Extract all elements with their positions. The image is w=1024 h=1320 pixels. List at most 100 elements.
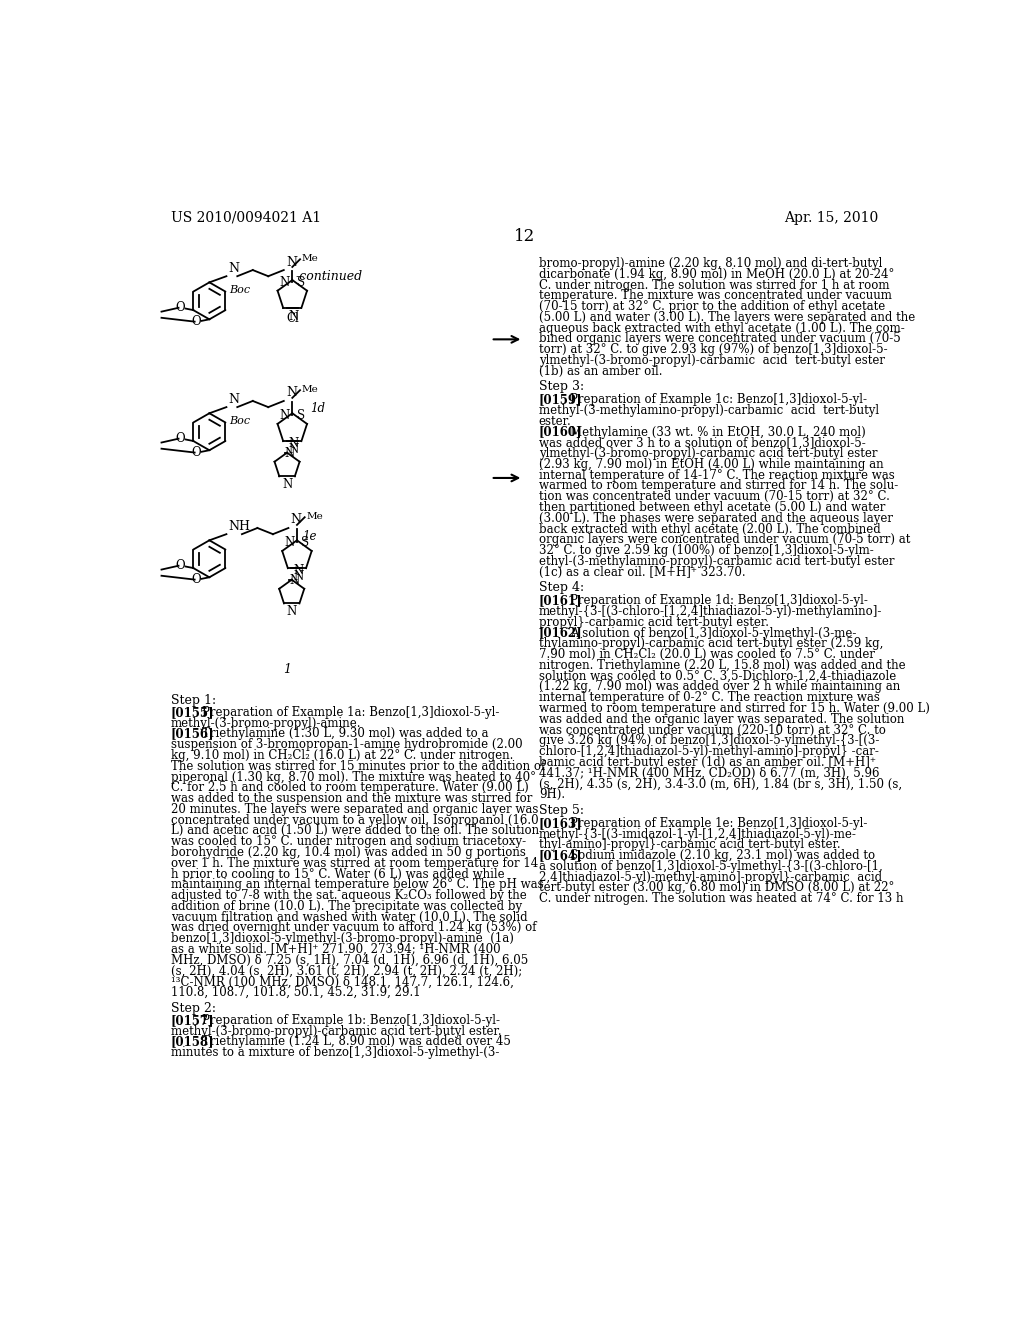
Text: ester.: ester. bbox=[539, 414, 571, 428]
Text: [0162]: [0162] bbox=[539, 627, 583, 640]
Text: [0158]: [0158] bbox=[171, 1035, 214, 1048]
Text: N: N bbox=[285, 447, 295, 461]
Text: propyl}-carbamic acid tert-butyl ester.: propyl}-carbamic acid tert-butyl ester. bbox=[539, 615, 769, 628]
Text: (3.00 L). The phases were separated and the aqueous layer: (3.00 L). The phases were separated and … bbox=[539, 512, 893, 525]
Text: 1: 1 bbox=[283, 663, 291, 676]
Text: N: N bbox=[290, 574, 300, 587]
Text: N: N bbox=[286, 387, 297, 400]
Text: warmed to room temperature and stirred for 15 h. Water (9.00 L): warmed to room temperature and stirred f… bbox=[539, 702, 930, 715]
Text: MHz, DMSO) δ 7.25 (s, 1H), 7.04 (d, 1H), 6.96 (d, 1H), 6.05: MHz, DMSO) δ 7.25 (s, 1H), 7.04 (d, 1H),… bbox=[171, 954, 528, 966]
Text: chloro-[1,2,4]thiadiazol-5-yl)-methyl-amino]-propyl} -car-: chloro-[1,2,4]thiadiazol-5-yl)-methyl-am… bbox=[539, 744, 879, 758]
Text: as a white solid. [M+H]⁺ 271.90, 273.94; ¹H-NMR (400: as a white solid. [M+H]⁺ 271.90, 273.94;… bbox=[171, 942, 501, 956]
Text: warmed to room temperature and stirred for 14 h. The solu-: warmed to room temperature and stirred f… bbox=[539, 479, 898, 492]
Text: Step 5:: Step 5: bbox=[539, 804, 584, 817]
Text: thylamino-propyl)-carbamic acid tert-butyl ester (2.59 kg,: thylamino-propyl)-carbamic acid tert-but… bbox=[539, 638, 883, 651]
Text: [0157]: [0157] bbox=[171, 1014, 214, 1027]
Text: was dried overnight under vacuum to afford 1.24 kg (53%) of: was dried overnight under vacuum to affo… bbox=[171, 921, 537, 935]
Text: (s, 2H), 4.04 (s, 2H), 3.61 (t, 2H), 2.94 (t, 2H), 2.24 (t, 2H);: (s, 2H), 4.04 (s, 2H), 3.61 (t, 2H), 2.9… bbox=[171, 965, 522, 978]
Text: N: N bbox=[285, 536, 295, 549]
Text: N: N bbox=[291, 513, 302, 527]
Text: N: N bbox=[228, 392, 240, 405]
Text: Step 3:: Step 3: bbox=[539, 380, 584, 393]
Text: minutes to a mixture of benzo[1,3]dioxol-5-ylmethyl-(3-: minutes to a mixture of benzo[1,3]dioxol… bbox=[171, 1047, 499, 1059]
Text: NH: NH bbox=[228, 520, 250, 533]
Text: 2,4]thiadiazol-5-yl)-methyl-amino]-propyl}-carbamic  acid: 2,4]thiadiazol-5-yl)-methyl-amino]-propy… bbox=[539, 871, 882, 883]
Text: 12: 12 bbox=[514, 227, 536, 244]
Text: over 1 h. The mixture was stirred at room temperature for 14: over 1 h. The mixture was stirred at roo… bbox=[171, 857, 538, 870]
Text: was added and the organic layer was separated. The solution: was added and the organic layer was sepa… bbox=[539, 713, 904, 726]
Text: (1c) as a clear oil. [M+H]⁺ 323.70.: (1c) as a clear oil. [M+H]⁺ 323.70. bbox=[539, 566, 745, 578]
Text: Step 4:: Step 4: bbox=[539, 581, 584, 594]
Text: Preparation of Example 1e: Benzo[1,3]dioxol-5-yl-: Preparation of Example 1e: Benzo[1,3]dio… bbox=[569, 817, 867, 830]
Text: N: N bbox=[289, 437, 299, 450]
Text: N: N bbox=[228, 261, 240, 275]
Text: give 3.26 kg (94%) of benzo[1,3]dioxol-5-ylmethyl-{3-[(3-: give 3.26 kg (94%) of benzo[1,3]dioxol-5… bbox=[539, 734, 880, 747]
Text: borohydride (2.20 kg, 10.4 mol) was added in 50 g portions: borohydride (2.20 kg, 10.4 mol) was adde… bbox=[171, 846, 525, 859]
Text: Methylamine (33 wt. % in EtOH, 30.0 L, 240 mol): Methylamine (33 wt. % in EtOH, 30.0 L, 2… bbox=[569, 425, 865, 438]
Text: benzo[1,3]dioxol-5-ylmethyl-(3-bromo-propyl)-amine  (1a): benzo[1,3]dioxol-5-ylmethyl-(3-bromo-pro… bbox=[171, 932, 513, 945]
Text: Step 2:: Step 2: bbox=[171, 1002, 216, 1015]
Text: 7.90 mol) in CH₂Cl₂ (20.0 L) was cooled to 7.5° C. under: 7.90 mol) in CH₂Cl₂ (20.0 L) was cooled … bbox=[539, 648, 874, 661]
Text: Boc: Boc bbox=[229, 416, 251, 426]
Text: N: N bbox=[294, 570, 304, 583]
Text: Preparation of Example 1d: Benzo[1,3]dioxol-5-yl-: Preparation of Example 1d: Benzo[1,3]dio… bbox=[569, 594, 867, 607]
Text: piperonal (1.30 kg, 8.70 mol). The mixture was heated to 40°: piperonal (1.30 kg, 8.70 mol). The mixtu… bbox=[171, 771, 536, 784]
Text: was cooled to 15° C. under nitrogen and sodium triacetoxy-: was cooled to 15° C. under nitrogen and … bbox=[171, 836, 525, 849]
Text: Sodium imidazole (2.10 kg, 23.1 mol) was added to: Sodium imidazole (2.10 kg, 23.1 mol) was… bbox=[569, 849, 874, 862]
Text: (1.22 kg, 7.90 mol) was added over 2 h while maintaining an: (1.22 kg, 7.90 mol) was added over 2 h w… bbox=[539, 681, 900, 693]
Text: [0160]: [0160] bbox=[539, 425, 583, 438]
Text: N: N bbox=[287, 605, 297, 618]
Text: thyl-amino]-propyl}-carbamic acid tert-butyl ester.: thyl-amino]-propyl}-carbamic acid tert-b… bbox=[539, 838, 841, 851]
Text: N: N bbox=[283, 478, 293, 491]
Text: 1d: 1d bbox=[310, 403, 326, 416]
Text: N: N bbox=[293, 564, 303, 577]
Text: torr) at 32° C. to give 2.93 kg (97%) of benzo[1,3]dioxol-5-: torr) at 32° C. to give 2.93 kg (97%) of… bbox=[539, 343, 888, 356]
Text: O: O bbox=[191, 315, 201, 329]
Text: bromo-propyl)-amine (2.20 kg, 8.10 mol) and di-tert-butyl: bromo-propyl)-amine (2.20 kg, 8.10 mol) … bbox=[539, 257, 882, 271]
Text: 32° C. to give 2.59 kg (100%) of benzo[1,3]dioxol-5-ylm-: 32° C. to give 2.59 kg (100%) of benzo[1… bbox=[539, 544, 873, 557]
Text: Me: Me bbox=[302, 253, 318, 263]
Text: 20 minutes. The layers were separated and organic layer was: 20 minutes. The layers were separated an… bbox=[171, 803, 538, 816]
Text: was added to the suspension and the mixture was stirred for: was added to the suspension and the mixt… bbox=[171, 792, 532, 805]
Text: bamic acid tert-butyl ester (1d) as an amber oil. [M+H]⁺: bamic acid tert-butyl ester (1d) as an a… bbox=[539, 756, 876, 770]
Text: O: O bbox=[175, 432, 184, 445]
Text: kg, 9.10 mol) in CH₂Cl₂ (16.0 L) at 22° C. under nitrogen.: kg, 9.10 mol) in CH₂Cl₂ (16.0 L) at 22° … bbox=[171, 748, 513, 762]
Text: back extracted with ethyl acetate (2.00 L). The combined: back extracted with ethyl acetate (2.00 … bbox=[539, 523, 881, 536]
Text: The solution was stirred for 15 minutes prior to the addition of: The solution was stirred for 15 minutes … bbox=[171, 760, 545, 772]
Text: Me: Me bbox=[306, 512, 323, 521]
Text: temperature. The mixture was concentrated under vacuum: temperature. The mixture was concentrate… bbox=[539, 289, 892, 302]
Text: aqueous back extracted with ethyl acetate (1.00 L). The com-: aqueous back extracted with ethyl acetat… bbox=[539, 322, 904, 335]
Text: Preparation of Example 1c: Benzo[1,3]dioxol-5-yl-: Preparation of Example 1c: Benzo[1,3]dio… bbox=[569, 393, 866, 407]
Text: methyl-(3-bromo-propyl)-amine.: methyl-(3-bromo-propyl)-amine. bbox=[171, 717, 361, 730]
Text: Boc: Boc bbox=[229, 285, 251, 296]
Text: tert-butyl ester (3.00 kg, 6.80 mol) in DMSO (8.00 L) at 22°: tert-butyl ester (3.00 kg, 6.80 mol) in … bbox=[539, 882, 894, 895]
Text: N: N bbox=[280, 409, 290, 422]
Text: Me: Me bbox=[302, 385, 318, 393]
Text: nitrogen. Triethylamine (2.20 L, 15.8 mol) was added and the: nitrogen. Triethylamine (2.20 L, 15.8 mo… bbox=[539, 659, 905, 672]
Text: US 2010/0094021 A1: US 2010/0094021 A1 bbox=[171, 211, 321, 224]
Text: S: S bbox=[297, 409, 305, 422]
Text: Preparation of Example 1a: Benzo[1,3]dioxol-5-yl-: Preparation of Example 1a: Benzo[1,3]dio… bbox=[202, 706, 499, 719]
Text: (2.93 kg, 7.90 mol) in EtOH (4.00 L) while maintaining an: (2.93 kg, 7.90 mol) in EtOH (4.00 L) whi… bbox=[539, 458, 884, 471]
Text: methyl-(3-bromo-propyl)-carbamic acid tert-butyl ester.: methyl-(3-bromo-propyl)-carbamic acid te… bbox=[171, 1024, 502, 1038]
Text: ylmethyl-(3-bromo-propyl)-carbamic acid tert-butyl ester: ylmethyl-(3-bromo-propyl)-carbamic acid … bbox=[539, 447, 878, 461]
Text: Apr. 15, 2010: Apr. 15, 2010 bbox=[784, 211, 879, 224]
Text: a solution of benzo[1,3]dioxol-5-ylmethyl-{3-[(3-chloro-[1,: a solution of benzo[1,3]dioxol-5-ylmethy… bbox=[539, 859, 883, 873]
Text: ¹³C-NMR (100 MHz, DMSO) δ 148.1, 147.7, 126.1, 124.6,: ¹³C-NMR (100 MHz, DMSO) δ 148.1, 147.7, … bbox=[171, 975, 513, 989]
Text: Triethylamine (1.30 L, 9.30 mol) was added to a: Triethylamine (1.30 L, 9.30 mol) was add… bbox=[202, 727, 488, 741]
Text: C. for 2.5 h and cooled to room temperature. Water (9.00 L): C. for 2.5 h and cooled to room temperat… bbox=[171, 781, 528, 795]
Text: S: S bbox=[297, 276, 305, 289]
Text: Step 1:: Step 1: bbox=[171, 693, 216, 706]
Text: N: N bbox=[289, 444, 299, 457]
Text: O: O bbox=[175, 301, 184, 314]
Text: 110.8, 108.7, 101.8, 50.1, 45.2, 31.9, 29.1: 110.8, 108.7, 101.8, 50.1, 45.2, 31.9, 2… bbox=[171, 986, 420, 999]
Text: [0155]: [0155] bbox=[171, 706, 214, 719]
Text: vacuum filtration and washed with water (10.0 L). The solid: vacuum filtration and washed with water … bbox=[171, 911, 527, 924]
Text: N: N bbox=[280, 276, 290, 289]
Text: methyl-(3-methylamino-propyl)-carbamic  acid  tert-butyl: methyl-(3-methylamino-propyl)-carbamic a… bbox=[539, 404, 879, 417]
Text: dicarbonate (1.94 kg, 8.90 mol) in MeOH (20.0 L) at 20-24°: dicarbonate (1.94 kg, 8.90 mol) in MeOH … bbox=[539, 268, 894, 281]
Text: A solution of benzo[1,3]dioxol-5-ylmethyl-(3-me-: A solution of benzo[1,3]dioxol-5-ylmethy… bbox=[569, 627, 856, 640]
Text: methyl-{3-[(3-chloro-[1,2,4]thiadiazol-5-yl)-methylamino]-: methyl-{3-[(3-chloro-[1,2,4]thiadiazol-5… bbox=[539, 605, 882, 618]
Text: organic layers were concentrated under vacuum (70-5 torr) at: organic layers were concentrated under v… bbox=[539, 533, 910, 546]
Text: ethyl-(3-methylamino-propyl)-carbamic acid tert-butyl ester: ethyl-(3-methylamino-propyl)-carbamic ac… bbox=[539, 554, 894, 568]
